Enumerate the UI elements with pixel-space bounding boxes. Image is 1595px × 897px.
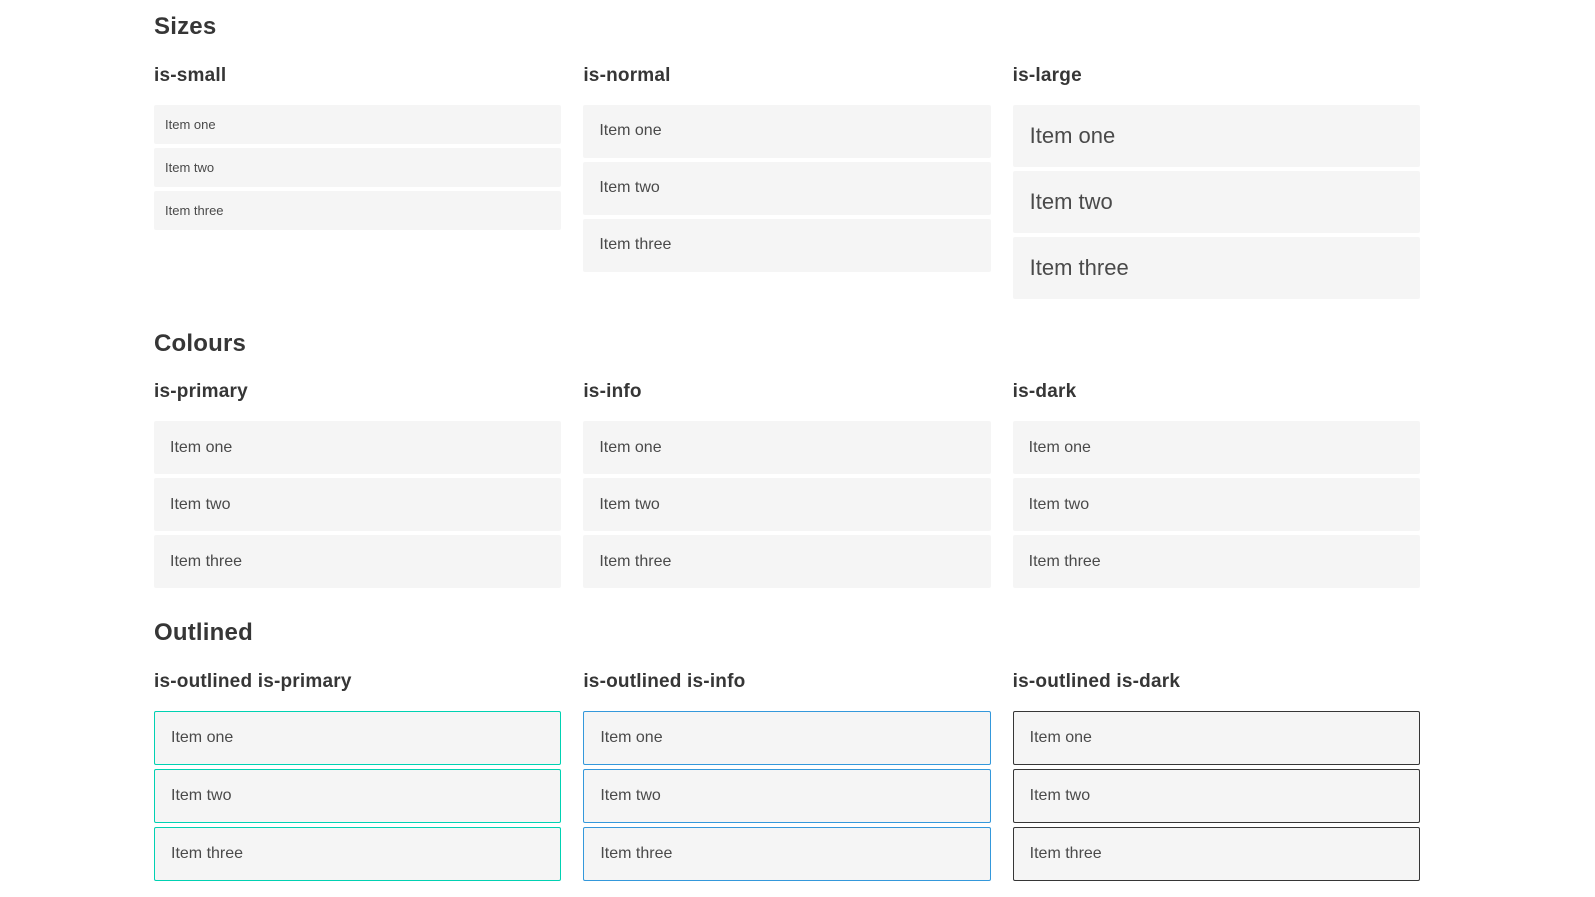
list-item[interactable]: Item three <box>154 535 562 589</box>
list-item[interactable]: Item one <box>583 421 991 475</box>
sizes-groups-row: is-small Item one Item two Item three is… <box>154 65 1420 299</box>
group-label-outlined-primary: is-outlined is-primary <box>154 670 352 692</box>
list-is-normal: Item one Item two Item three <box>583 104 991 272</box>
list-item[interactable]: Item one <box>1012 421 1420 475</box>
list-item[interactable]: Item two <box>1012 478 1420 532</box>
group-is-dark: is-dark Item one Item two Item three <box>1012 381 1420 589</box>
group-is-primary: is-primary Item one Item two Item three <box>154 381 562 589</box>
list-outlined-primary: Item one Item two Item three <box>154 710 562 881</box>
list-is-info: Item one Item two Item three <box>583 421 991 589</box>
list-item[interactable]: Item one <box>583 710 991 765</box>
group-is-info: is-info Item one Item two Item three <box>583 381 991 589</box>
section-outlined: Outlined is-outlined is-primary Item one… <box>154 619 1420 881</box>
section-colours: Colours is-primary Item one Item two Ite… <box>154 330 1420 589</box>
list-is-primary: Item one Item two Item three <box>154 421 562 589</box>
group-label-is-normal: is-normal <box>583 64 671 86</box>
list-item[interactable]: Item one <box>154 104 562 144</box>
group-is-small: is-small Item one Item two Item three <box>154 64 562 299</box>
list-item[interactable]: Item three <box>154 826 562 881</box>
section-title-sizes: Sizes <box>154 13 217 40</box>
list-item[interactable]: Item one <box>154 710 562 765</box>
list-item[interactable]: Item three <box>583 535 991 589</box>
outlined-groups-row: is-outlined is-primary Item one Item two… <box>154 671 1420 881</box>
list-item[interactable]: Item three <box>583 826 991 881</box>
list-item[interactable]: Item three <box>1012 535 1420 589</box>
list-item[interactable]: Item three <box>1012 826 1420 881</box>
list-item[interactable]: Item one <box>1012 104 1420 167</box>
group-label-is-dark: is-dark <box>1012 381 1077 403</box>
list-item[interactable]: Item three <box>583 218 991 272</box>
group-label-is-primary: is-primary <box>154 381 248 403</box>
list-is-large: Item one Item two Item three <box>1012 104 1420 299</box>
list-item[interactable]: Item two <box>154 147 562 187</box>
group-outlined-primary: is-outlined is-primary Item one Item two… <box>154 670 562 881</box>
list-item[interactable]: Item two <box>1012 768 1420 823</box>
section-title-colours: Colours <box>154 329 247 357</box>
list-item[interactable]: Item three <box>154 190 562 230</box>
list-item[interactable]: Item two <box>154 768 562 823</box>
group-is-large: is-large Item one Item two Item three <box>1012 64 1420 299</box>
list-item[interactable]: Item three <box>1012 236 1420 299</box>
list-item[interactable]: Item two <box>583 768 991 823</box>
list-item[interactable]: Item two <box>154 478 562 532</box>
list-outlined-dark: Item one Item two Item three <box>1012 710 1420 881</box>
list-outlined-info: Item one Item two Item three <box>583 710 991 881</box>
list-is-dark: Item one Item two Item three <box>1012 421 1420 589</box>
list-item[interactable]: Item one <box>583 104 991 158</box>
section-title-outlined: Outlined <box>154 619 253 647</box>
list-item[interactable]: Item one <box>1012 710 1420 765</box>
list-item[interactable]: Item two <box>583 478 991 532</box>
group-label-is-large: is-large <box>1012 64 1082 86</box>
section-sizes: Sizes is-small Item one Item two Item th… <box>154 13 1420 299</box>
group-label-is-info: is-info <box>583 381 642 403</box>
list-is-small: Item one Item two Item three <box>154 104 562 230</box>
list-item[interactable]: Item two <box>1012 170 1420 233</box>
group-label-outlined-dark: is-outlined is-dark <box>1012 670 1181 692</box>
group-label-outlined-info: is-outlined is-info <box>583 670 746 692</box>
group-outlined-dark: is-outlined is-dark Item one Item two It… <box>1012 670 1420 881</box>
group-outlined-info: is-outlined is-info Item one Item two It… <box>583 670 991 881</box>
colours-groups-row: is-primary Item one Item two Item three … <box>154 381 1420 589</box>
group-label-is-small: is-small <box>154 64 227 86</box>
list-item[interactable]: Item two <box>583 161 991 215</box>
group-is-normal: is-normal Item one Item two Item three <box>583 64 991 299</box>
list-item[interactable]: Item one <box>154 421 562 475</box>
